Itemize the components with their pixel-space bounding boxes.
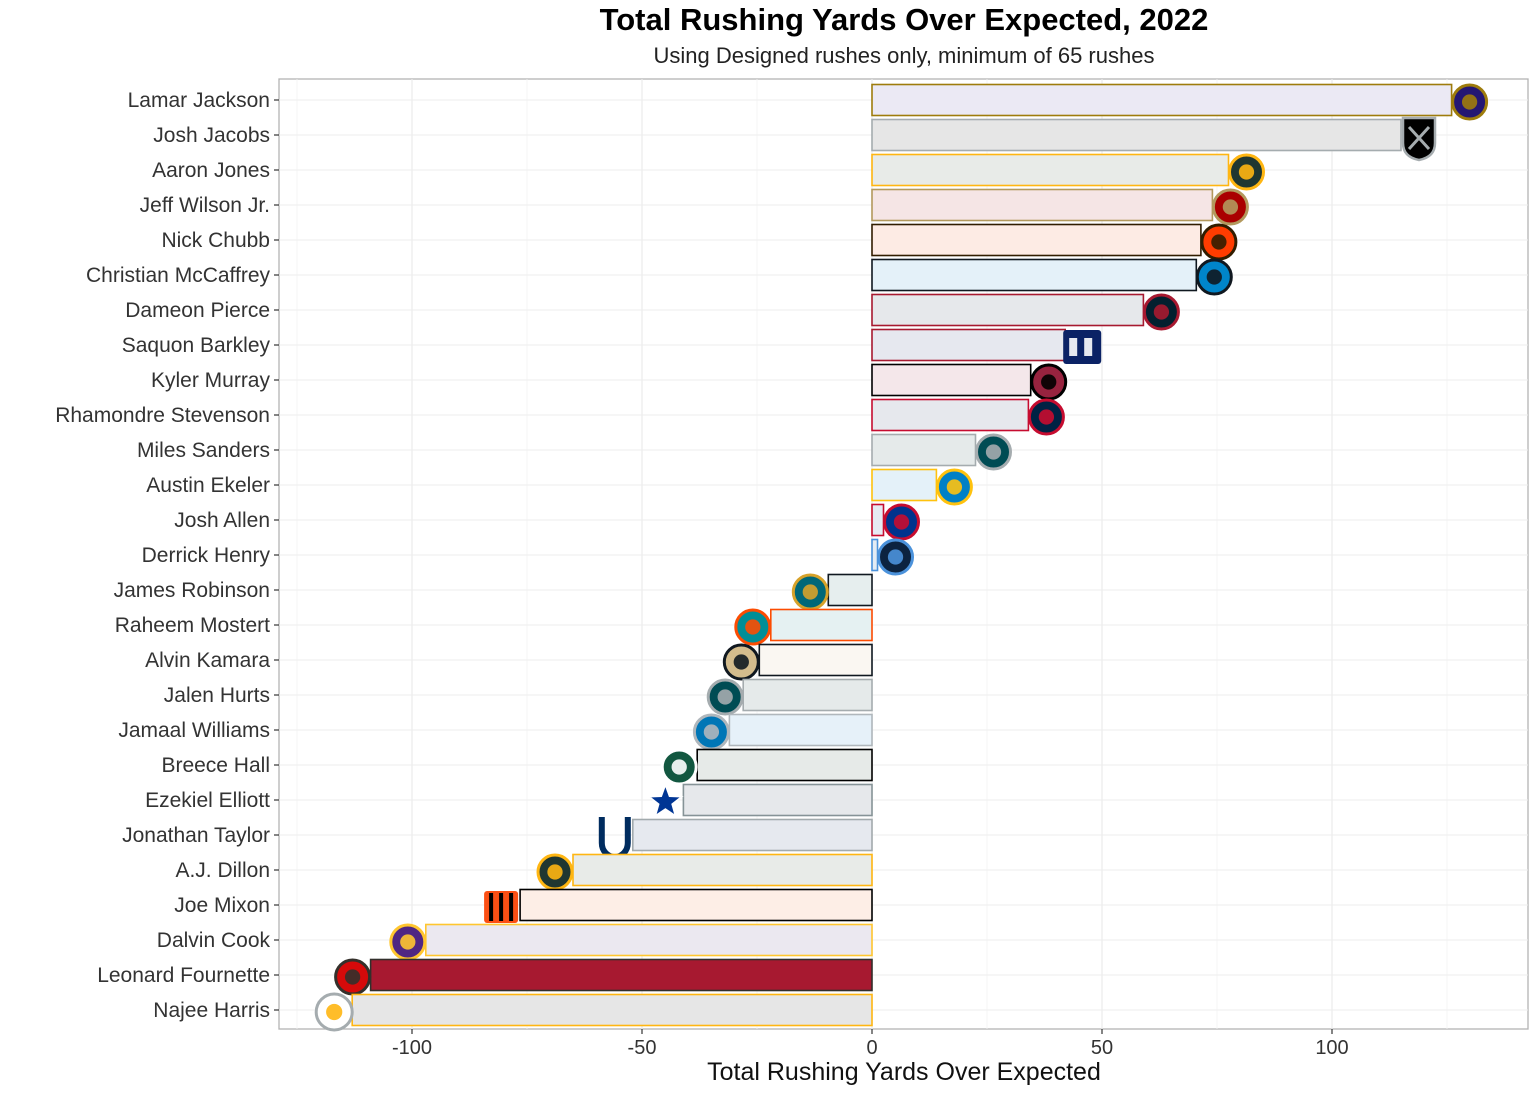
x-tick-label: 100	[1315, 1037, 1348, 1059]
y-tick-label: Dameon Pierce	[125, 299, 270, 322]
bar	[769, 608, 873, 642]
y-tick-label: Austin Ekeler	[146, 474, 270, 497]
bar	[572, 853, 873, 887]
buccaneers-icon	[334, 958, 372, 996]
y-tick-label: Ezekiel Elliott	[145, 789, 270, 812]
bar	[728, 713, 873, 747]
titans-icon	[877, 538, 915, 576]
panthers-icon	[1195, 258, 1233, 296]
y-tick-label: Jamaal Williams	[118, 719, 270, 742]
bar	[351, 993, 873, 1027]
x-tick-label: 50	[1091, 1037, 1113, 1059]
raiders-icon	[1401, 116, 1437, 162]
x-axis-label: Total Rushing Yards Over Expected	[707, 1058, 1101, 1086]
cardinals-icon	[1030, 363, 1068, 401]
y-tick-label: Jonathan Taylor	[122, 824, 270, 847]
49ers-icon	[1211, 188, 1249, 226]
chart-subtitle: Using Designed rushes only, minimum of 6…	[653, 43, 1155, 68]
y-tick-label: Dalvin Cook	[157, 929, 271, 952]
y-tick-label: Kyler Murray	[151, 369, 271, 392]
bar	[696, 748, 873, 782]
bar	[871, 363, 1032, 397]
bar	[871, 398, 1030, 432]
ravens-icon	[1451, 83, 1489, 121]
y-tick-label: Rhamondre Stevenson	[55, 404, 270, 427]
bar	[871, 538, 879, 572]
bar	[758, 643, 873, 677]
steelers-icon	[314, 992, 354, 1032]
y-tick-label: Raheem Mostert	[115, 614, 270, 637]
y-tick-label: Joe Mixon	[174, 894, 270, 917]
y-tick-label: Derrick Henry	[142, 544, 271, 567]
jets-icon	[660, 748, 698, 786]
saints-icon	[722, 643, 760, 681]
bar	[682, 783, 873, 817]
texans-icon	[1142, 293, 1180, 331]
y-tick-label: Alvin Kamara	[145, 649, 270, 672]
chargers-icon	[935, 468, 973, 506]
bar	[519, 888, 873, 922]
y-tick-label: Jeff Wilson Jr.	[140, 194, 270, 217]
y-tick-label: Josh Jacobs	[153, 124, 270, 147]
jaguars-icon	[791, 573, 829, 611]
patriots-icon	[1027, 398, 1065, 436]
bar	[631, 818, 873, 852]
bar	[871, 188, 1214, 222]
chart-title: Total Rushing Yards Over Expected, 2022	[599, 2, 1209, 37]
y-tick-label: Miles Sanders	[137, 439, 270, 462]
packers-icon	[536, 853, 574, 891]
bar	[424, 923, 873, 957]
x-tick-label: -100	[392, 1037, 432, 1059]
y-tick-label: Josh Allen	[174, 509, 270, 532]
y-tick-label: Nick Chubb	[161, 229, 270, 252]
bar	[871, 433, 977, 467]
bar	[871, 328, 1066, 362]
bar	[871, 468, 938, 502]
x-tick-label: -50	[628, 1037, 657, 1059]
bar	[871, 293, 1145, 327]
y-tick-label: Saquon Barkley	[122, 334, 271, 357]
y-tick-label: Jalen Hurts	[164, 684, 270, 707]
y-tick-label: Najee Harris	[153, 999, 270, 1022]
y-tick-label: Christian McCaffrey	[86, 264, 270, 287]
bar	[871, 83, 1453, 117]
y-tick-label: Aaron Jones	[152, 159, 270, 182]
browns-icon	[1200, 223, 1238, 261]
bar	[871, 118, 1402, 152]
packers-icon	[1228, 153, 1265, 191]
bar	[369, 958, 873, 992]
bar	[871, 258, 1198, 292]
dolphins-icon	[734, 608, 772, 646]
vikings-icon	[389, 923, 427, 961]
eagles-icon	[706, 678, 744, 716]
y-tick-label: A.J. Dillon	[175, 859, 270, 882]
x-tick-label: 0	[866, 1037, 877, 1059]
y-tick-label: Lamar Jackson	[128, 89, 270, 112]
lions-icon	[692, 713, 730, 751]
bengals-icon	[484, 891, 519, 923]
giants-icon	[1063, 330, 1102, 364]
cowboys-icon	[647, 782, 684, 818]
y-tick-label: Leonard Fournette	[97, 964, 270, 987]
eagles-icon	[975, 433, 1012, 471]
bar	[871, 503, 885, 537]
bar	[742, 678, 873, 712]
bar	[827, 573, 873, 607]
bar	[871, 223, 1202, 257]
y-tick-label: James Robinson	[114, 579, 270, 602]
y-tick-label: Breece Hall	[161, 754, 270, 777]
bar	[871, 153, 1230, 187]
bills-icon	[883, 503, 920, 541]
